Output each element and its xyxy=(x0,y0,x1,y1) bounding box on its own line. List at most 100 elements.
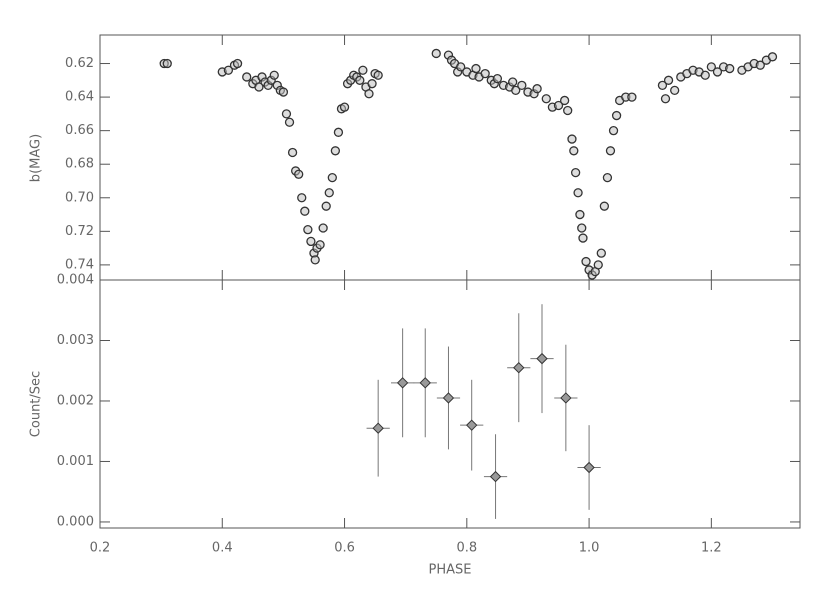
data-point xyxy=(700,70,710,80)
data-point xyxy=(300,206,310,216)
data-point xyxy=(318,223,328,233)
data-point xyxy=(431,48,441,59)
data-point xyxy=(536,352,548,365)
data-point xyxy=(492,73,503,84)
data-point xyxy=(706,62,717,72)
data-point xyxy=(278,87,289,97)
data-point xyxy=(578,233,588,243)
data-point xyxy=(287,147,298,158)
data-point xyxy=(254,82,264,92)
data-point xyxy=(373,70,383,80)
data-point xyxy=(567,134,577,144)
y-tick-label: 0.000 xyxy=(57,514,94,529)
data-point xyxy=(232,58,243,69)
data-point xyxy=(559,95,570,106)
data-point xyxy=(517,80,527,90)
data-point xyxy=(583,461,595,474)
data-point xyxy=(242,72,252,82)
data-point xyxy=(367,79,377,89)
data-point xyxy=(339,102,350,112)
y-axis-label: b(MAG) xyxy=(29,134,44,182)
data-point xyxy=(577,223,587,233)
data-point xyxy=(355,75,365,85)
data-point xyxy=(480,68,490,79)
data-point xyxy=(465,419,478,431)
y-tick-label: 0.68 xyxy=(65,157,94,172)
data-point xyxy=(162,58,172,69)
data-point xyxy=(297,193,307,203)
data-point xyxy=(294,169,304,179)
x-tick-label: 0.4 xyxy=(212,541,233,556)
data-point xyxy=(489,470,502,483)
data-point xyxy=(581,256,591,267)
data-point xyxy=(513,361,525,374)
data-point xyxy=(553,100,564,111)
y-tick-label: 0.001 xyxy=(57,454,94,469)
x-tick-label: 0.2 xyxy=(90,541,111,556)
data-point xyxy=(755,60,765,70)
data-point xyxy=(396,377,409,389)
x-tick-label: 1.2 xyxy=(701,541,722,556)
frame xyxy=(99,34,801,529)
data-point xyxy=(511,85,521,96)
data-point xyxy=(269,70,279,80)
y-tick-label: 0.002 xyxy=(57,393,94,408)
y-tick-label: 0.74 xyxy=(65,257,94,272)
x-tick-label: 0.6 xyxy=(334,541,355,556)
data-point xyxy=(670,85,680,96)
data-point xyxy=(725,63,735,74)
data-point xyxy=(419,377,431,389)
data-point xyxy=(563,105,573,116)
data-point xyxy=(599,201,610,211)
data-point xyxy=(560,392,572,404)
data-point xyxy=(608,126,619,136)
data-point xyxy=(541,94,551,104)
data-point xyxy=(281,109,292,119)
data-point xyxy=(611,110,622,121)
data-point xyxy=(442,392,455,404)
data-point xyxy=(605,146,616,156)
data-point xyxy=(324,188,334,198)
data-point xyxy=(358,65,368,75)
data-point xyxy=(657,80,668,90)
data-point xyxy=(767,52,778,62)
data-point xyxy=(663,75,674,85)
data-point xyxy=(303,225,313,235)
data-point xyxy=(372,422,384,434)
data-point xyxy=(333,127,344,137)
data-point xyxy=(596,248,606,258)
data-point xyxy=(364,89,374,99)
data-point xyxy=(575,209,585,220)
data-point xyxy=(602,172,613,183)
x-tick-label: 0.8 xyxy=(456,541,477,556)
data-point xyxy=(456,62,466,72)
data-point xyxy=(327,172,337,183)
data-point xyxy=(532,84,542,94)
data-point xyxy=(223,65,234,75)
data-point xyxy=(570,167,581,178)
y-tick-label: 0.62 xyxy=(65,56,94,71)
data-point xyxy=(321,201,331,211)
y-tick-label: 0.003 xyxy=(57,333,94,348)
data-point xyxy=(712,67,723,77)
data-point xyxy=(569,146,579,156)
y-axis-label: Count/Sec xyxy=(29,371,44,437)
data-point xyxy=(310,255,320,265)
data-point xyxy=(660,94,671,104)
data-point xyxy=(471,63,481,74)
y-tick-label: 0.70 xyxy=(65,190,94,205)
data-point xyxy=(593,260,603,270)
data-point xyxy=(508,77,518,87)
data-point xyxy=(627,92,637,102)
y-tick-label: 0.004 xyxy=(57,273,94,288)
y-tick-label: 0.66 xyxy=(65,123,94,138)
y-tick-label: 0.72 xyxy=(65,224,94,239)
data-point xyxy=(573,188,583,198)
y-tick-label: 0.64 xyxy=(65,90,94,105)
data-point xyxy=(315,240,325,250)
data-point xyxy=(306,236,316,247)
data-point xyxy=(330,146,341,156)
x-tick-label: 1.0 xyxy=(579,541,600,556)
x-axis-label: PHASE xyxy=(429,563,472,578)
